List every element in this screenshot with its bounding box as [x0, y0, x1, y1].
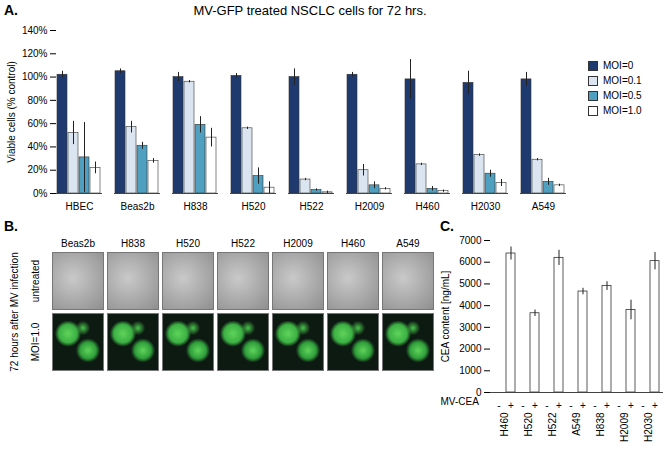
svg-text:+: +: [556, 400, 562, 411]
svg-text:A549: A549: [532, 201, 556, 212]
svg-text:H522: H522: [300, 201, 324, 212]
svg-text:40%: 40%: [27, 141, 47, 152]
svg-text:-: -: [641, 400, 644, 411]
svg-text:MV-CEA: MV-CEA: [441, 396, 480, 407]
svg-text:-: -: [521, 400, 524, 411]
svg-text:6000: 6000: [459, 256, 482, 267]
svg-text:3000: 3000: [459, 322, 482, 333]
html-text:B.: B.: [4, 218, 18, 234]
html-text:MOI=0: MOI=0: [603, 60, 634, 71]
html-text:MV-GFP treated NSCLC cells for: MV-GFP treated NSCLC cells for 72 hrs.: [193, 3, 427, 18]
svg-text:80%: 80%: [27, 95, 47, 106]
svg-text:H2030: H2030: [471, 201, 501, 212]
html-text:Beas2b: Beas2b: [61, 238, 95, 249]
html-text:C.: C.: [440, 218, 454, 234]
svg-text:+: +: [652, 400, 658, 411]
html-text:untreated: untreated: [30, 259, 41, 303]
svg-text:+: +: [628, 400, 634, 411]
svg-text:0%: 0%: [33, 188, 48, 199]
html-text:MOI=1.0: MOI=1.0: [603, 105, 642, 116]
svg-text:-: -: [617, 400, 620, 411]
svg-text:+: +: [532, 400, 538, 411]
html-text:H460: H460: [341, 238, 365, 249]
html-text:A.: A.: [4, 2, 18, 18]
svg-text:H520: H520: [523, 412, 534, 436]
svg-text:20%: 20%: [27, 164, 47, 175]
svg-text:CEA content [ng/mL]: CEA content [ng/mL]: [440, 270, 451, 362]
svg-text:H522: H522: [547, 412, 558, 436]
html-text:72 hours after MV infection: 72 hours after MV infection: [8, 251, 19, 372]
svg-text:-: -: [497, 400, 500, 411]
svg-text:HBEC: HBEC: [66, 201, 94, 212]
svg-text:H2030: H2030: [643, 412, 654, 442]
svg-text:-: -: [545, 400, 548, 411]
svg-text:0: 0: [475, 386, 482, 398]
svg-text:+: +: [580, 400, 586, 411]
svg-text:-: -: [593, 400, 596, 411]
svg-text:+: +: [508, 400, 514, 411]
svg-text:100%: 100%: [22, 71, 48, 82]
html-text:A549: A549: [396, 238, 420, 249]
svg-text:7000: 7000: [459, 235, 482, 246]
svg-text:5000: 5000: [459, 278, 482, 289]
html-text:MOI=0.1: MOI=0.1: [603, 75, 642, 86]
svg-text:2000: 2000: [459, 343, 482, 354]
html-text:H2009: H2009: [283, 238, 313, 249]
html-text:H838: H838: [121, 238, 145, 249]
svg-text:4000: 4000: [459, 300, 482, 311]
html-text:H520: H520: [176, 238, 200, 249]
svg-text:H2009: H2009: [619, 412, 630, 442]
svg-text:H838: H838: [184, 201, 208, 212]
svg-text:1000: 1000: [459, 365, 482, 376]
svg-text:A549: A549: [571, 412, 582, 436]
svg-text:H2009: H2009: [355, 201, 385, 212]
html-text:MOI=1.0: MOI=1.0: [30, 322, 41, 362]
svg-text:H838: H838: [595, 412, 606, 436]
svg-text:140%: 140%: [22, 25, 48, 36]
html-text:H522: H522: [231, 238, 255, 249]
svg-text:Viable cells (% control): Viable cells (% control): [6, 61, 17, 163]
svg-text:-: -: [569, 400, 572, 411]
html-text:MOI=0.5: MOI=0.5: [603, 90, 642, 101]
svg-text:Beas2b: Beas2b: [121, 201, 155, 212]
svg-text:+: +: [604, 400, 610, 411]
svg-text:120%: 120%: [22, 48, 48, 59]
svg-text:H520: H520: [242, 201, 266, 212]
svg-text:H460: H460: [416, 201, 440, 212]
svg-text:60%: 60%: [27, 118, 47, 129]
svg-text:H460: H460: [499, 412, 510, 436]
